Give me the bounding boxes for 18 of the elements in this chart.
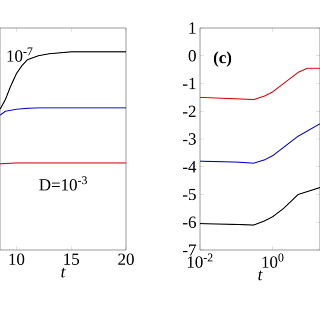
y-tick-label: -1 bbox=[183, 78, 196, 90]
y-tick-label: -6 bbox=[183, 216, 196, 228]
y-tick-label: 0 bbox=[188, 50, 196, 62]
x-tick-label: 20 bbox=[118, 254, 134, 265]
annotation: 10$^{-7}$ bbox=[8, 48, 33, 62]
annotation: D=10$^{-3}$ bbox=[39, 176, 87, 191]
y-tick-label: -7 bbox=[183, 244, 196, 256]
y-tick-label: -4 bbox=[183, 161, 196, 172]
x-tick-label: 10$^{0}$ bbox=[262, 254, 284, 268]
x-tick-label: 15 bbox=[64, 254, 80, 265]
annotation: (c) bbox=[214, 51, 232, 67]
y-tick-label: 1 bbox=[189, 22, 196, 34]
y-tick-label: -5 bbox=[183, 188, 196, 200]
y-tick-label: -2 bbox=[183, 106, 196, 117]
y-tick-label: -3 bbox=[183, 133, 196, 145]
x-axis-title: t bbox=[61, 268, 66, 278]
x-axis-title: t bbox=[258, 270, 263, 280]
x-tick-label: 10 bbox=[9, 254, 24, 265]
